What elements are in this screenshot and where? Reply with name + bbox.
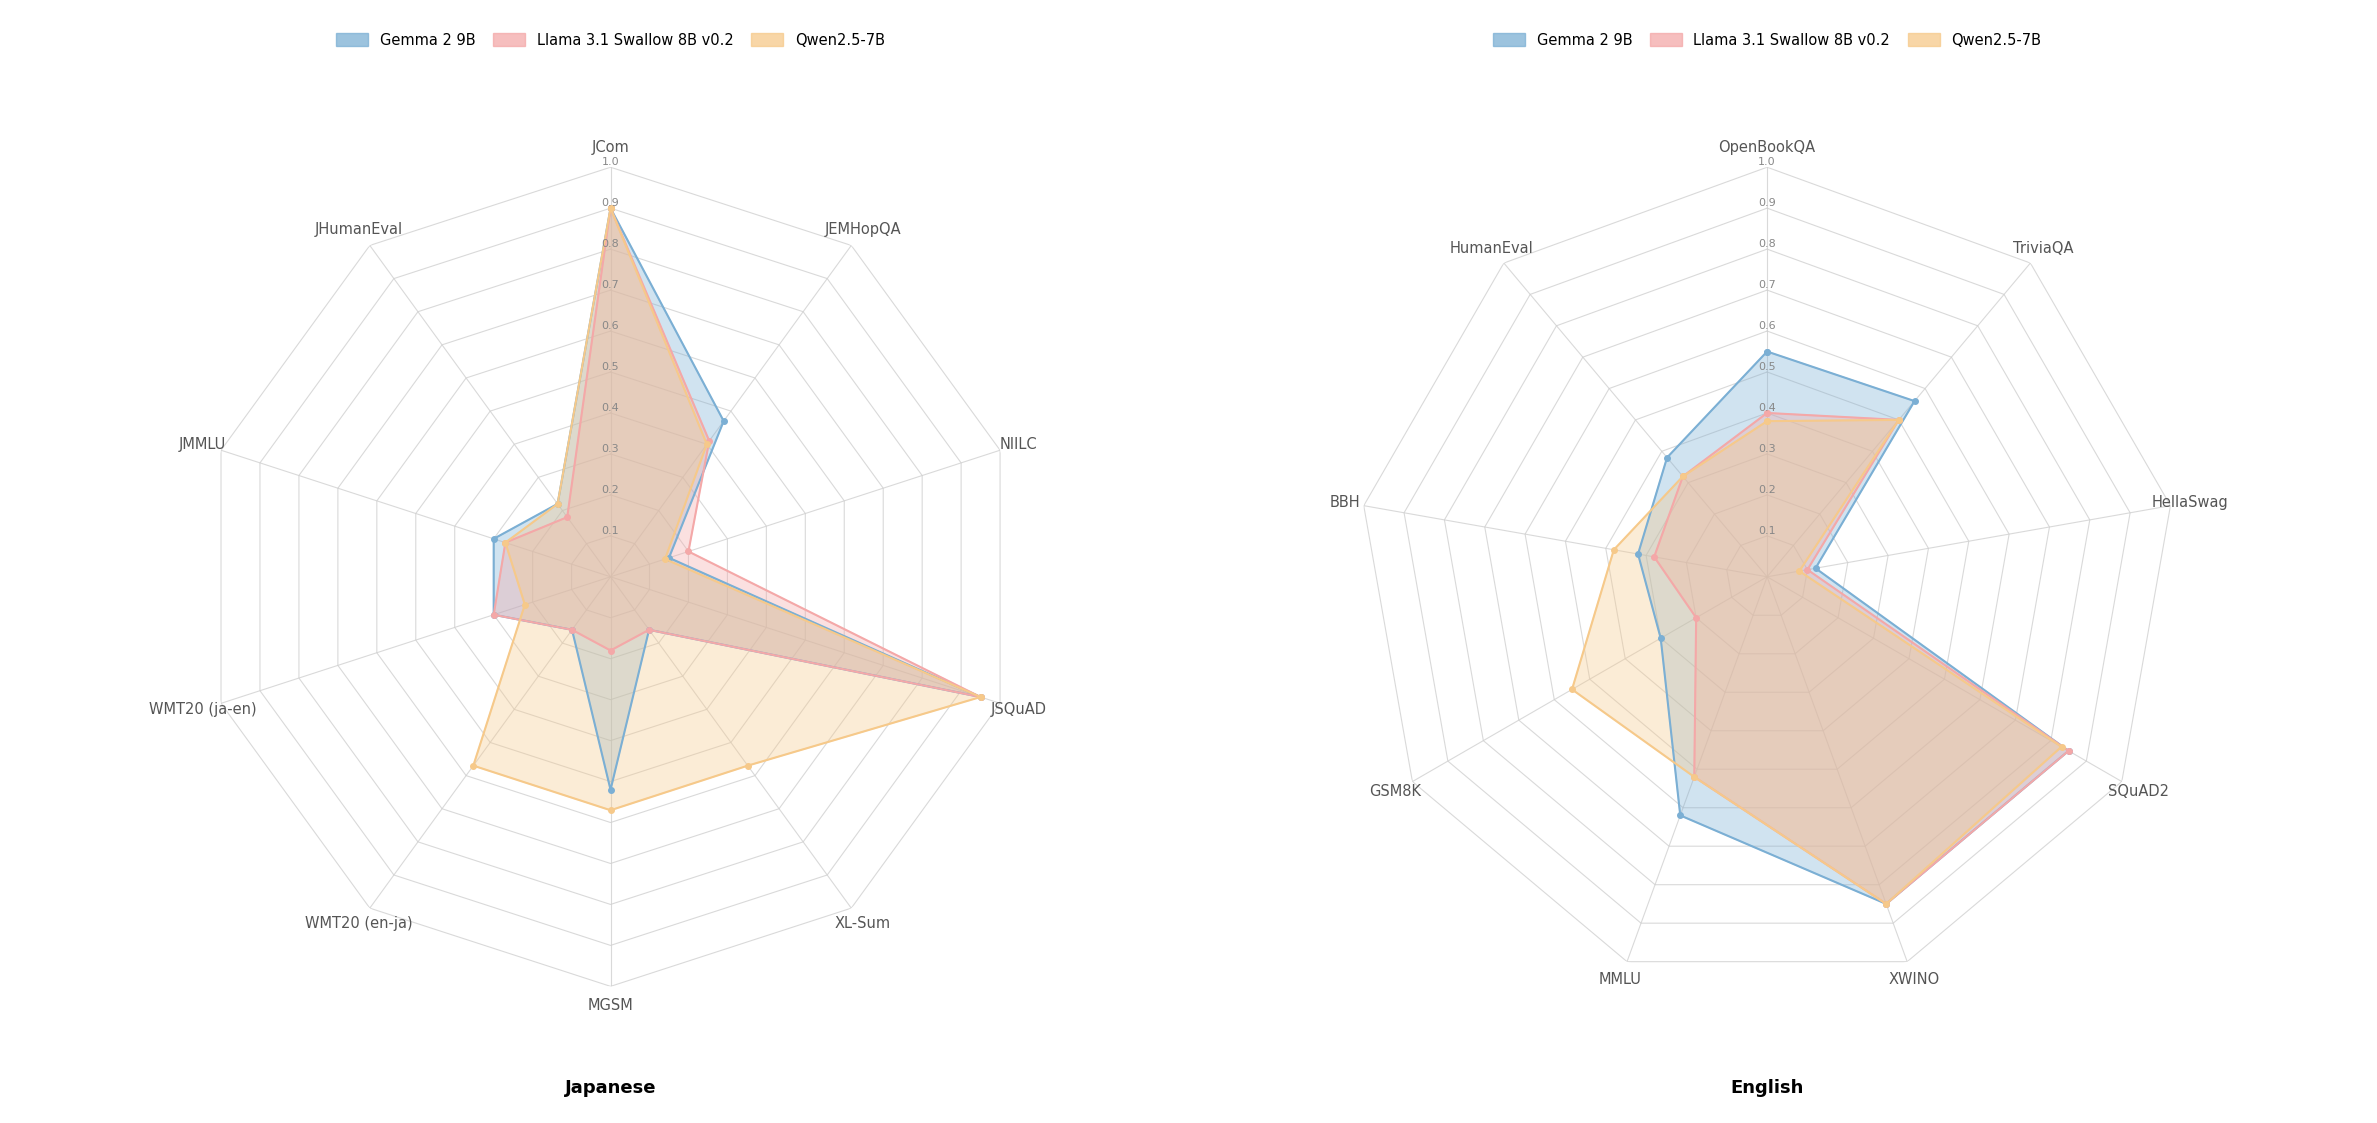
Legend: Gemma 2 9B, Llama 3.1 Swallow 8B v0.2, Qwen2.5-7B: Gemma 2 9B, Llama 3.1 Swallow 8B v0.2, Q… [330, 27, 891, 54]
Text: 0.5: 0.5 [1759, 362, 1776, 372]
Text: 0.6: 0.6 [1759, 321, 1776, 331]
Polygon shape [473, 208, 982, 811]
Text: 0.8: 0.8 [601, 239, 620, 249]
Text: 0.4: 0.4 [1759, 403, 1776, 413]
Title: Japanese: Japanese [566, 1079, 656, 1097]
Text: 0.9: 0.9 [601, 198, 620, 208]
Text: 0.3: 0.3 [601, 444, 620, 454]
Text: 0.8: 0.8 [1759, 239, 1776, 249]
Polygon shape [494, 208, 982, 697]
Text: 0.4: 0.4 [601, 403, 620, 413]
Text: 0.2: 0.2 [1759, 485, 1776, 495]
Polygon shape [1571, 420, 2061, 904]
Text: 0.6: 0.6 [601, 321, 620, 331]
Text: 0.7: 0.7 [601, 280, 620, 290]
Text: 1.0: 1.0 [601, 157, 620, 167]
Polygon shape [1654, 413, 2068, 904]
Text: 0.7: 0.7 [1759, 280, 1776, 290]
Text: 1.0: 1.0 [1759, 157, 1776, 167]
Title: English: English [1730, 1079, 1804, 1097]
Polygon shape [494, 208, 982, 789]
Polygon shape [1638, 351, 2068, 904]
Text: 0.1: 0.1 [601, 526, 620, 536]
Text: 0.1: 0.1 [1759, 526, 1776, 536]
Text: 0.9: 0.9 [1759, 198, 1776, 208]
Legend: Gemma 2 9B, Llama 3.1 Swallow 8B v0.2, Qwen2.5-7B: Gemma 2 9B, Llama 3.1 Swallow 8B v0.2, Q… [1488, 27, 2047, 54]
Text: 0.5: 0.5 [601, 362, 620, 372]
Text: 0.3: 0.3 [1759, 444, 1776, 454]
Text: 0.2: 0.2 [601, 485, 620, 495]
